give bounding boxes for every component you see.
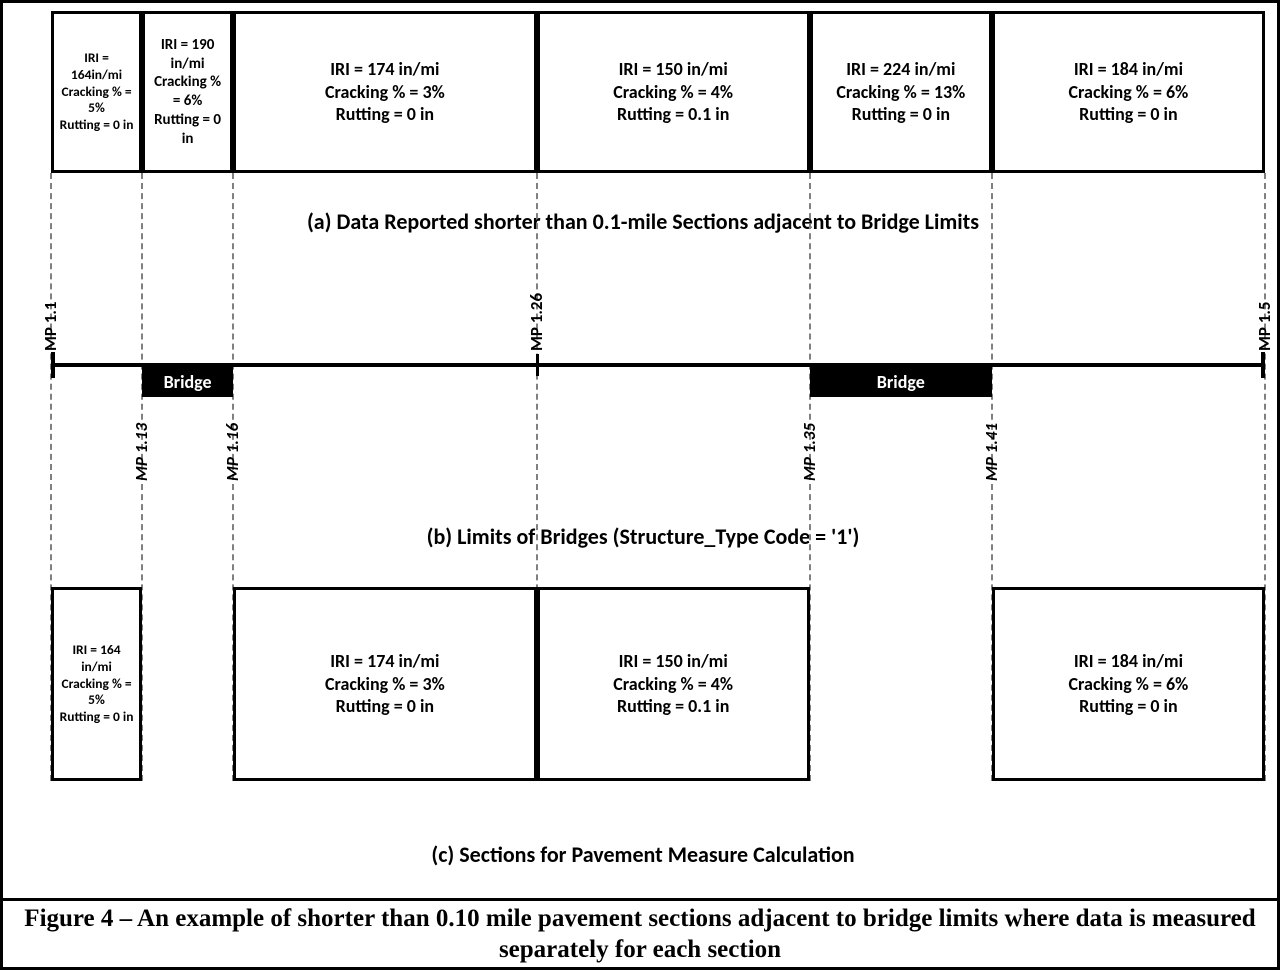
- iri-value: IRI = 150 in/mi: [619, 58, 728, 81]
- mp-1-41: MP 1.41: [981, 423, 1002, 481]
- figure-frame: (a) Data Reported shorter than 0.1-mile …: [0, 0, 1280, 970]
- cracking-value: Cracking % = 4%: [613, 673, 733, 696]
- figure-caption: Figure 4 – An example of shorter than 0.…: [3, 903, 1277, 966]
- figure-area: (a) Data Reported shorter than 0.1-mile …: [3, 3, 1277, 901]
- mp-1-13: MP 1.13: [131, 423, 152, 481]
- cracking-value: Cracking % = 5%: [58, 84, 135, 118]
- rutting-value: Rutting = 0 in: [60, 709, 134, 726]
- iri-value: IRI = 164in/mi: [58, 50, 135, 84]
- iri-value: IRI = 190 in/mi: [149, 36, 226, 74]
- section-c6: IRI = 184 in/miCracking % = 6%Rutting = …: [992, 587, 1265, 781]
- mp-1-16: MP 1.16: [222, 423, 243, 481]
- section-a2: IRI = 190 in/miCracking % = 6%Rutting = …: [142, 11, 233, 173]
- cracking-value: Cracking % = 6%: [1069, 81, 1189, 104]
- rutting-value: Rutting = 0 in: [336, 695, 434, 718]
- rutting-value: Rutting = 0 in: [149, 111, 226, 149]
- iri-value: IRI = 150 in/mi: [619, 650, 728, 673]
- caption-c: (c) Sections for Pavement Measure Calcul…: [193, 841, 1093, 868]
- mp-1-50: MP 1.5: [1254, 301, 1275, 351]
- iri-value: IRI = 184 in/mi: [1074, 650, 1183, 673]
- bridge-2: Bridge: [810, 367, 992, 397]
- rutting-value: Rutting = 0 in: [1079, 103, 1177, 126]
- rutting-value: Rutting = 0.1 in: [617, 695, 729, 718]
- rutting-value: Rutting = 0 in: [852, 103, 950, 126]
- cracking-value: Cracking % = 6%: [149, 73, 226, 111]
- cracking-value: Cracking % = 6%: [1069, 673, 1189, 696]
- section-a6: IRI = 184 in/miCracking % = 6%Rutting = …: [992, 11, 1265, 173]
- caption-b: (b) Limits of Bridges (Structure_Type Co…: [193, 523, 1093, 550]
- bridge-label: Bridge: [877, 371, 925, 393]
- axis-tick: [536, 354, 539, 376]
- mp-1-26: MP 1.26: [526, 293, 547, 351]
- iri-value: IRI = 174 in/mi: [330, 650, 439, 673]
- cracking-value: Cracking % = 3%: [325, 81, 445, 104]
- iri-value: IRI = 224 in/mi: [846, 58, 955, 81]
- section-a1: IRI = 164in/miCracking % = 5%Rutting = 0…: [51, 11, 142, 173]
- section-c4: IRI = 150 in/miCracking % = 4%Rutting = …: [537, 587, 810, 781]
- iri-value: IRI = 174 in/mi: [330, 58, 439, 81]
- cracking-value: Cracking % = 3%: [325, 673, 445, 696]
- rutting-value: Rutting = 0 in: [336, 103, 434, 126]
- section-c1: IRI = 164 in/miCracking % = 5%Rutting = …: [51, 587, 142, 781]
- cracking-value: Cracking % = 13%: [836, 81, 965, 104]
- cracking-value: Cracking % = 5%: [58, 676, 135, 710]
- iri-value: IRI = 164 in/mi: [58, 642, 135, 676]
- rutting-value: Rutting = 0 in: [60, 117, 134, 134]
- bridge-1: Bridge: [142, 367, 233, 397]
- rutting-value: Rutting = 0.1 in: [617, 103, 729, 126]
- cracking-value: Cracking % = 4%: [613, 81, 733, 104]
- bridge-label: Bridge: [164, 371, 212, 393]
- mp-1-35: MP 1.35: [799, 423, 820, 481]
- section-a5: IRI = 224 in/miCracking % = 13%Rutting =…: [810, 11, 992, 173]
- caption-a: (a) Data Reported shorter than 0.1-mile …: [193, 208, 1093, 235]
- section-a3: IRI = 174 in/miCracking % = 3%Rutting = …: [233, 11, 537, 173]
- mp-1-10: MP 1.1: [40, 301, 61, 351]
- section-c3: IRI = 174 in/miCracking % = 3%Rutting = …: [233, 587, 537, 781]
- rutting-value: Rutting = 0 in: [1079, 695, 1177, 718]
- section-a4: IRI = 150 in/miCracking % = 4%Rutting = …: [537, 11, 810, 173]
- mp-axis: [51, 363, 1265, 367]
- iri-value: IRI = 184 in/mi: [1074, 58, 1183, 81]
